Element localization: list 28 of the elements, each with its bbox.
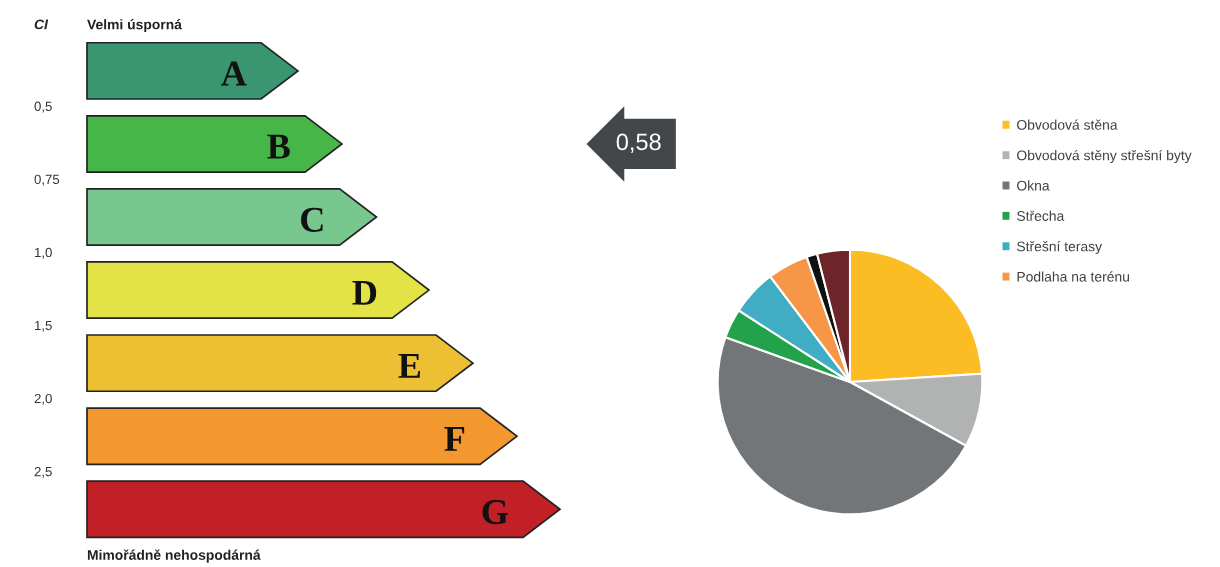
y-tick-label: A bbox=[221, 61, 247, 86]
chart-title: Velmi úsporná bbox=[87, 19, 182, 33]
legend-label: Střecha bbox=[1017, 210, 1065, 221]
text: 1,0 bbox=[35, 247, 52, 259]
text: 0,5 bbox=[34, 101, 52, 113]
y-tick-label: F bbox=[444, 427, 465, 451]
y-tick-label: E bbox=[398, 354, 421, 378]
legend-label: Obvodová stěna bbox=[1017, 119, 1118, 130]
legend-label: Okna bbox=[1017, 180, 1050, 191]
text: 0,75 bbox=[34, 174, 60, 186]
y-axis-title: CI bbox=[34, 19, 49, 30]
legend-label: Podlaha na terénu bbox=[1017, 271, 1129, 282]
y-tick-label: B bbox=[267, 134, 290, 159]
text: 0,58 bbox=[616, 133, 661, 154]
bar bbox=[86, 480, 561, 539]
text: 2,0 bbox=[34, 393, 52, 405]
bar bbox=[86, 407, 518, 466]
bar bbox=[86, 188, 378, 246]
legend-label: Obvodová stěny střešní byty bbox=[1017, 149, 1192, 164]
bar bbox=[86, 334, 474, 393]
bar bbox=[86, 261, 430, 320]
y-tick-label: C bbox=[301, 207, 323, 232]
text: 2,5 bbox=[34, 466, 52, 478]
text: Mimořádně nehospodárná bbox=[87, 549, 261, 563]
text: 1,5 bbox=[35, 320, 52, 332]
y-tick-label: G bbox=[482, 499, 508, 525]
y-tick-label: D bbox=[352, 280, 377, 305]
legend-label: Střešní terasy bbox=[1017, 240, 1103, 255]
